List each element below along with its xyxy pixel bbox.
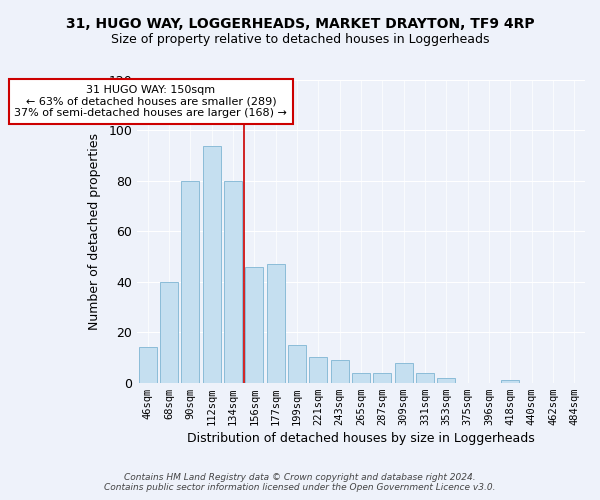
Bar [437,378,455,382]
Bar [373,372,391,382]
Bar [160,282,178,382]
X-axis label: Distribution of detached houses by size in Loggerheads: Distribution of detached houses by size … [187,432,535,445]
Y-axis label: Number of detached properties: Number of detached properties [88,133,101,330]
Bar [288,345,306,383]
Bar [203,146,221,382]
Text: Size of property relative to detached houses in Loggerheads: Size of property relative to detached ho… [111,32,489,46]
Text: 31, HUGO WAY, LOGGERHEADS, MARKET DRAYTON, TF9 4RP: 31, HUGO WAY, LOGGERHEADS, MARKET DRAYTO… [65,18,535,32]
Bar [266,264,285,382]
Bar [224,181,242,382]
Bar [416,372,434,382]
Bar [331,360,349,382]
Bar [139,348,157,382]
Bar [245,266,263,382]
Bar [352,372,370,382]
Text: Contains HM Land Registry data © Crown copyright and database right 2024.
Contai: Contains HM Land Registry data © Crown c… [104,473,496,492]
Bar [181,181,199,382]
Bar [309,358,328,382]
Text: 31 HUGO WAY: 150sqm
← 63% of detached houses are smaller (289)
37% of semi-detac: 31 HUGO WAY: 150sqm ← 63% of detached ho… [14,85,287,118]
Bar [395,362,413,382]
Bar [501,380,520,382]
